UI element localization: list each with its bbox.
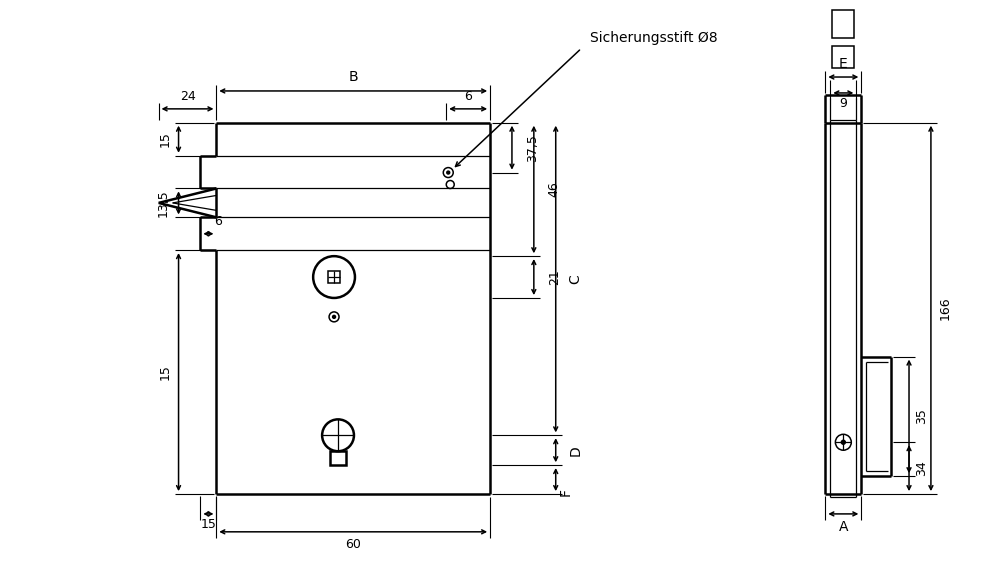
Circle shape (447, 171, 450, 174)
Text: 6: 6 (214, 215, 222, 228)
Text: 15: 15 (200, 518, 216, 531)
Text: D: D (569, 445, 583, 456)
Text: 60: 60 (345, 538, 361, 551)
Bar (832, 10, 854, 38)
Text: 6: 6 (464, 91, 472, 103)
Bar (832, 46, 854, 68)
Text: 46: 46 (548, 182, 561, 197)
Text: 9: 9 (839, 98, 847, 110)
Bar (330, 451, 346, 465)
Text: A: A (839, 520, 848, 534)
Text: 21: 21 (548, 269, 561, 285)
Text: B: B (348, 70, 358, 84)
Text: Sicherungsstift Ø8: Sicherungsstift Ø8 (590, 31, 717, 45)
Text: E: E (839, 57, 848, 71)
Text: 15: 15 (159, 364, 172, 380)
Text: 34: 34 (915, 460, 928, 476)
Text: 166: 166 (938, 297, 951, 320)
Text: 35: 35 (915, 409, 928, 424)
Text: 37,5: 37,5 (526, 134, 539, 162)
Text: F: F (559, 488, 573, 496)
Circle shape (333, 316, 336, 319)
Bar (328, 271, 340, 283)
Text: 13,5: 13,5 (157, 189, 170, 217)
Text: 15: 15 (159, 132, 172, 147)
Text: C: C (569, 274, 583, 284)
Text: 24: 24 (180, 91, 195, 103)
Circle shape (841, 440, 845, 444)
